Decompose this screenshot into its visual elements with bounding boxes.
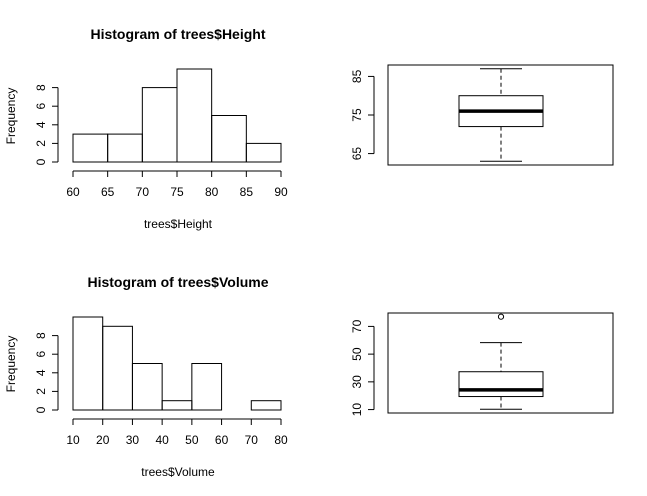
x-tick-label: 60 (66, 185, 80, 199)
height-boxplot: 65 75 85 (350, 64, 614, 166)
volume-histogram: Histogram of trees$Volume trees$Volume F… (4, 274, 288, 479)
histogram-bar (176, 68, 213, 163)
height-histogram-title: Histogram of trees$Height (90, 26, 265, 42)
x-tick-label: 70 (136, 185, 150, 199)
height-histogram-ylabel: Frequency (4, 88, 18, 145)
y-tick-label: 0 (34, 406, 48, 413)
histogram-bar (245, 142, 282, 163)
histogram-bar (250, 400, 282, 411)
y-tick-label: 6 (34, 351, 48, 358)
y-tick-label: 0 (34, 158, 48, 165)
histogram-bar (191, 363, 223, 411)
box-iqr (458, 371, 544, 398)
y-tick-label: 6 (34, 103, 48, 110)
height-histogram: Histogram of trees$Height trees$Height F… (4, 26, 288, 231)
volume-histogram-xlabel: trees$Volume (141, 465, 215, 479)
histogram-bar (141, 87, 178, 163)
y-tick-label: 85 (350, 69, 364, 83)
histogram-bar (107, 133, 143, 163)
x-tick-label: 85 (240, 185, 254, 199)
volume-histogram-title: Histogram of trees$Volume (87, 274, 268, 290)
x-tick-label: 90 (274, 185, 288, 199)
outlier-point (497, 313, 505, 320)
histogram-bar (72, 316, 104, 411)
x-tick-label: 65 (101, 185, 115, 199)
y-tick-label: 10 (350, 403, 364, 417)
plot-frame (387, 312, 614, 414)
x-tick-label: 80 (274, 433, 288, 447)
plot-frame (387, 64, 614, 166)
y-tick-label: 2 (34, 388, 48, 395)
y-tick-label: 2 (34, 140, 48, 147)
volume-histogram-ylabel: Frequency (4, 336, 18, 393)
y-tick-label: 65 (350, 147, 364, 161)
y-tick-label: 50 (350, 347, 364, 361)
histogram-bar (211, 115, 247, 163)
height-histogram-xlabel: trees$Height (144, 217, 213, 231)
y-tick-label: 30 (350, 375, 364, 389)
x-tick-label: 70 (245, 433, 259, 447)
y-tick-label: 8 (34, 84, 48, 91)
x-tick-label: 30 (126, 433, 140, 447)
x-tick-label: 40 (155, 433, 169, 447)
y-tick-label: 8 (34, 332, 48, 339)
x-tick-label: 60 (215, 433, 229, 447)
x-tick-label: 10 (66, 433, 80, 447)
x-tick-label: 50 (185, 433, 199, 447)
y-tick-label: 4 (34, 121, 48, 128)
histogram-bar (102, 325, 133, 411)
histogram-bar (72, 133, 109, 163)
y-tick-label: 75 (350, 108, 364, 122)
histogram-bar (161, 400, 193, 411)
histogram-bar (131, 363, 163, 411)
x-tick-label: 80 (205, 185, 219, 199)
y-tick-label: 70 (350, 319, 364, 333)
x-tick-label: 75 (170, 185, 184, 199)
y-tick-label: 4 (34, 369, 48, 376)
x-tick-label: 20 (96, 433, 110, 447)
volume-boxplot: 10 30 50 70 (350, 312, 614, 417)
